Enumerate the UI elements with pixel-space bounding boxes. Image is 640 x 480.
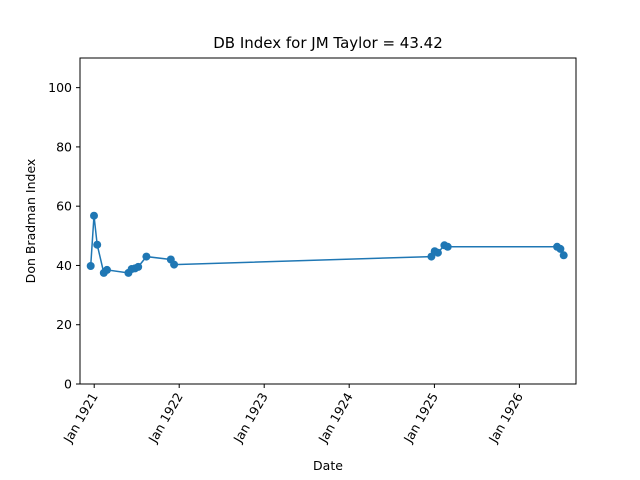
y-tick-label: 100 (48, 80, 72, 95)
y-tick-label: 20 (56, 317, 72, 332)
series-line (86, 211, 568, 277)
x-tick-label: Jan 1922 (145, 390, 186, 446)
y-tick-label: 80 (56, 139, 72, 154)
data-point (433, 248, 442, 257)
x-tick-label: Jan 1923 (230, 390, 271, 446)
chart-title: DB Index for JM Taylor = 43.42 (213, 34, 443, 52)
x-axis: Jan 1921 Jan 1922 Jan 1923 Jan 1924 Jan 1925… (60, 384, 526, 446)
data-point (90, 211, 98, 220)
x-tick-label: Jan 1921 (60, 390, 101, 446)
y-tick-label: 60 (56, 199, 72, 214)
x-axis-label: Date (313, 458, 343, 473)
plot-area (79, 57, 577, 385)
data-point (103, 265, 111, 274)
data-point (86, 262, 95, 270)
data-point (556, 244, 565, 253)
data-point (134, 262, 143, 271)
x-tick-label: Jan 1926 (485, 390, 526, 446)
data-point (93, 240, 102, 249)
y-tick-label: 0 (64, 377, 72, 392)
y-tick-label: 40 (56, 258, 72, 273)
y-axis-label: Don Bradman Index (23, 159, 38, 284)
x-tick-label: Jan 1925 (400, 390, 441, 446)
data-point (443, 242, 452, 251)
data-point (142, 252, 151, 261)
data-point (559, 251, 568, 260)
data-point (170, 260, 179, 269)
y-axis: 0 20 40 60 80 100 (48, 80, 80, 392)
x-tick-label: Jan 1924 (315, 390, 356, 446)
